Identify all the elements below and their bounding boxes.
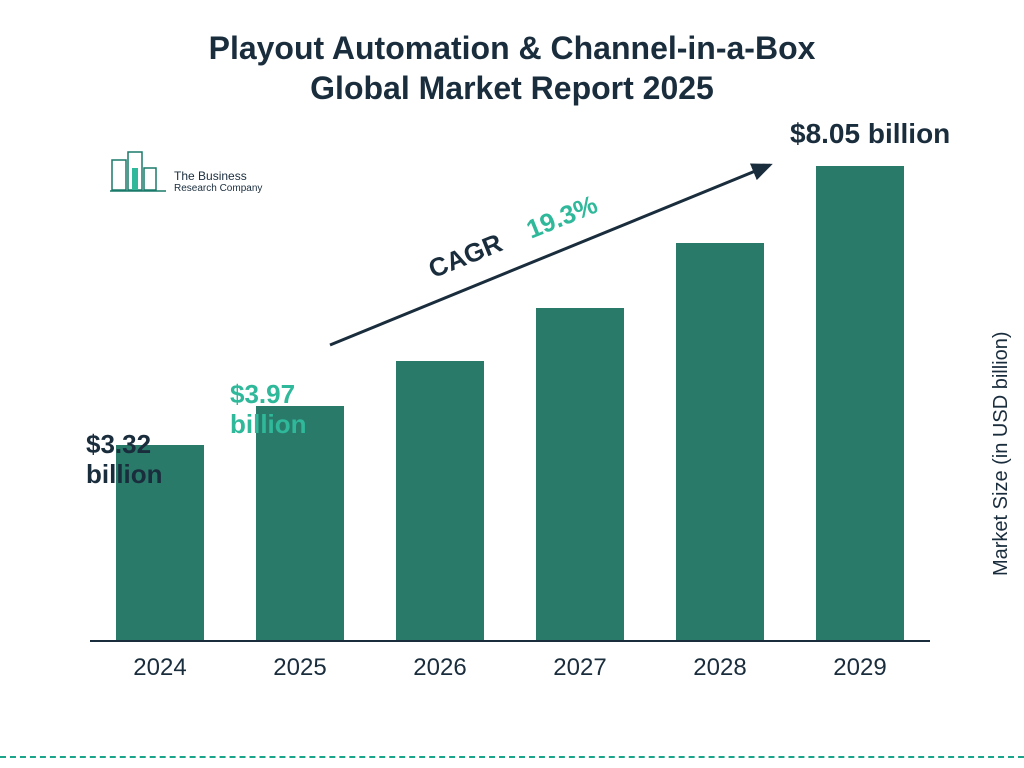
bar xyxy=(396,361,484,640)
bar xyxy=(816,166,904,640)
y-axis-label: Market Size (in USD billion) xyxy=(991,332,1014,577)
bar xyxy=(676,243,764,640)
bar-wrap xyxy=(370,140,510,640)
x-axis-line xyxy=(90,640,930,642)
x-tick-label: 2028 xyxy=(650,654,790,682)
x-tick-label: 2029 xyxy=(790,654,930,682)
bar-wrap xyxy=(790,140,930,640)
value-label: $3.97billion xyxy=(230,380,307,440)
x-tick-label: 2026 xyxy=(370,654,510,682)
x-tick-label: 2025 xyxy=(230,654,370,682)
x-axis-labels: 202420252026202720282029 xyxy=(90,654,930,682)
bar-wrap xyxy=(90,140,230,640)
bar-container xyxy=(90,140,930,640)
title-line2: Global Market Report 2025 xyxy=(0,68,1024,108)
chart-title: Playout Automation & Channel-in-a-Box Gl… xyxy=(0,0,1024,108)
value-label: $8.05 billion xyxy=(790,118,950,150)
title-line1: Playout Automation & Channel-in-a-Box xyxy=(0,28,1024,68)
bar xyxy=(256,406,344,640)
x-tick-label: 2024 xyxy=(90,654,230,682)
bar-wrap xyxy=(650,140,790,640)
bar xyxy=(536,308,624,640)
x-tick-label: 2027 xyxy=(510,654,650,682)
bottom-dashed-line xyxy=(0,756,1024,758)
value-label: $3.32billion xyxy=(86,430,163,490)
